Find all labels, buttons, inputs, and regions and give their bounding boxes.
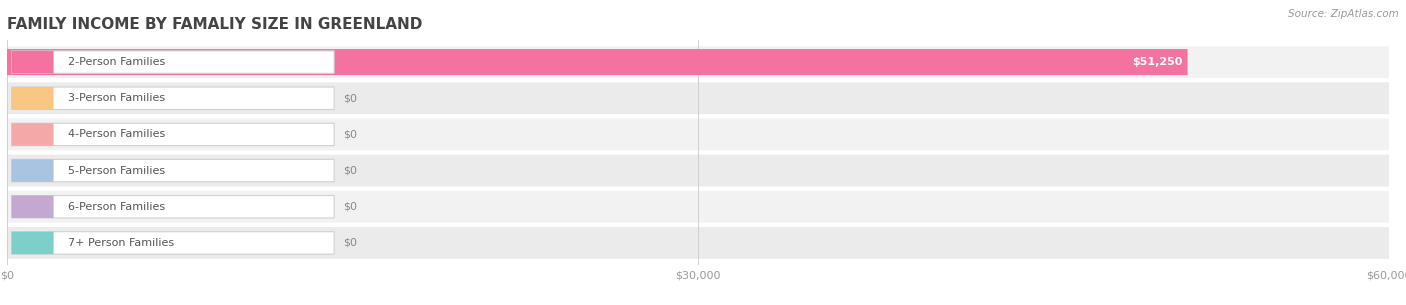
FancyBboxPatch shape xyxy=(7,82,1389,114)
Text: $0: $0 xyxy=(343,202,357,212)
FancyBboxPatch shape xyxy=(11,160,335,182)
FancyBboxPatch shape xyxy=(11,87,335,109)
Text: 6-Person Families: 6-Person Families xyxy=(67,202,165,212)
Text: 3-Person Families: 3-Person Families xyxy=(67,93,165,103)
FancyBboxPatch shape xyxy=(7,155,1389,186)
FancyBboxPatch shape xyxy=(7,49,1188,75)
FancyBboxPatch shape xyxy=(7,227,1389,259)
FancyBboxPatch shape xyxy=(11,160,53,182)
FancyBboxPatch shape xyxy=(11,123,335,145)
Text: FAMILY INCOME BY FAMALIY SIZE IN GREENLAND: FAMILY INCOME BY FAMALIY SIZE IN GREENLA… xyxy=(7,16,422,31)
Text: $0: $0 xyxy=(343,166,357,176)
FancyBboxPatch shape xyxy=(11,123,53,145)
FancyBboxPatch shape xyxy=(11,232,335,254)
FancyBboxPatch shape xyxy=(11,232,53,254)
FancyBboxPatch shape xyxy=(11,51,53,73)
FancyBboxPatch shape xyxy=(7,119,1389,150)
Text: $51,250: $51,250 xyxy=(1133,57,1182,67)
Text: $0: $0 xyxy=(343,238,357,248)
FancyBboxPatch shape xyxy=(11,196,335,218)
Text: 2-Person Families: 2-Person Families xyxy=(67,57,165,67)
FancyBboxPatch shape xyxy=(7,191,1389,223)
Text: 4-Person Families: 4-Person Families xyxy=(67,129,165,139)
Text: $0: $0 xyxy=(343,93,357,103)
FancyBboxPatch shape xyxy=(11,87,53,109)
Text: 5-Person Families: 5-Person Families xyxy=(67,166,165,176)
FancyBboxPatch shape xyxy=(7,46,1389,78)
Text: 7+ Person Families: 7+ Person Families xyxy=(67,238,174,248)
Text: $0: $0 xyxy=(343,129,357,139)
FancyBboxPatch shape xyxy=(11,196,53,218)
FancyBboxPatch shape xyxy=(11,51,335,73)
Text: Source: ZipAtlas.com: Source: ZipAtlas.com xyxy=(1288,9,1399,19)
